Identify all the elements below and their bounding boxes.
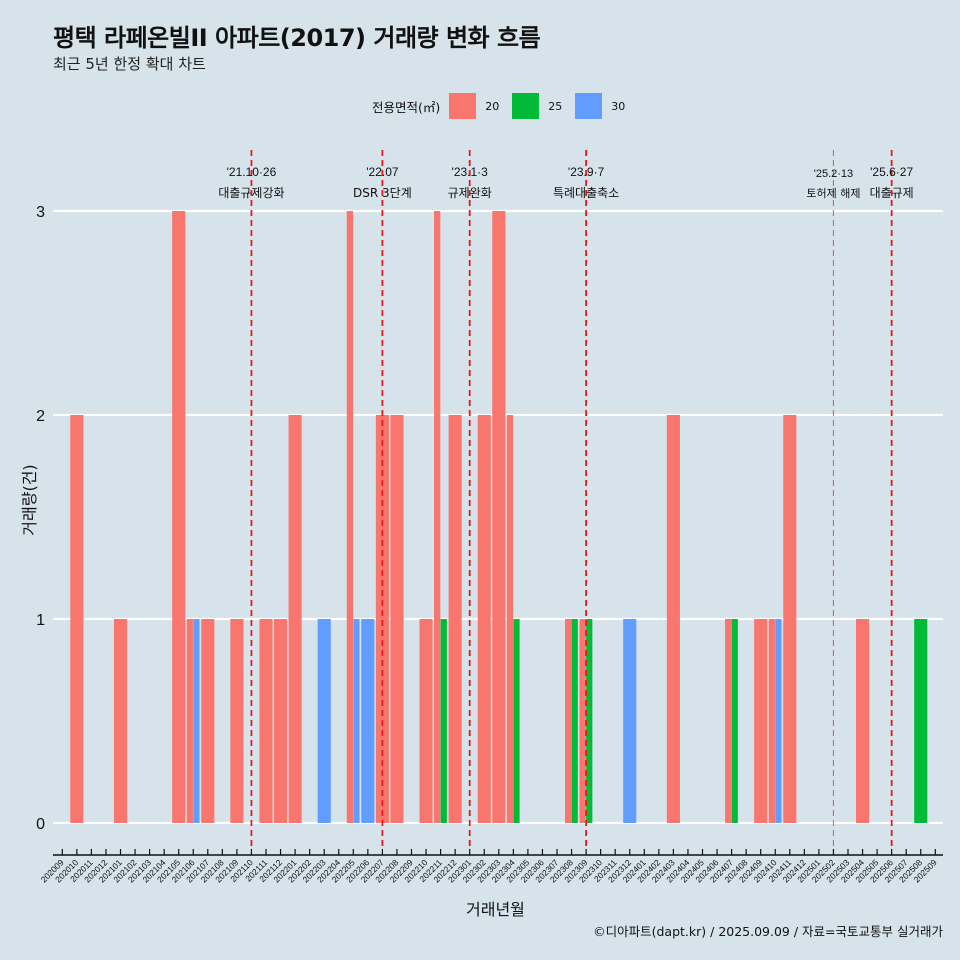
event-date: '21.10·26 [227,165,277,179]
bar-202504-20 [856,619,870,823]
bar-202105-20 [172,211,186,823]
bar-202302-20 [477,415,491,823]
bar-202407-20 [725,619,732,823]
bar-202309-20 [579,619,586,823]
chart-caption: ©디아파트(dapt.kr) / 2025.09.09 / 자료=국토교통부 실… [593,924,943,939]
event-label: DSR 3단계 [353,186,412,200]
bar-202106-30 [193,619,200,823]
bar-202409-20 [754,619,768,823]
event-label: 대출규제강화 [218,186,284,200]
bar-202208-20 [390,415,404,823]
event-date: '23.1·3 [452,165,489,179]
y-axis-title: 거래량(건) [20,464,39,536]
bar-202211-20 [434,211,441,823]
y-tick-label: 0 [36,816,45,833]
chart-subtitle: 최근 5년 한정 확대 차트 [53,55,206,73]
bar-202304-25 [513,619,520,823]
legend-key-30 [575,93,603,119]
bar-202212-20 [448,415,462,823]
bar-202304-20 [506,415,514,823]
y-tick-label: 1 [36,612,45,629]
bar-202207-20 [375,415,389,823]
legend-label-30: 30 [611,99,626,113]
bar-202205-30 [353,619,360,823]
legend-label-25: 25 [548,99,563,113]
bar-202101-20 [113,619,128,823]
event-date: '25.6·27 [870,165,913,179]
legend: 전용면적(㎡) 20 25 30 [372,92,638,120]
x-axis-title: 거래년월 [466,900,525,919]
bar-202411-20 [783,415,797,823]
bar-202106-20 [186,619,193,823]
bar-202111-20 [259,619,273,823]
legend-key-20 [449,93,477,119]
bar-202203-30 [317,619,331,823]
event-date: '22.07 [366,165,399,179]
bar-202010-20 [70,415,84,823]
y-axis-tick-labels: 0 1 2 3 [36,204,45,833]
bar-202210-20 [419,619,433,823]
event-label: 토허제 해제 [806,186,860,200]
event-label: 규제완화 [448,186,492,200]
event-lines: '21.10·26 대출규제강화 '22.07 DSR 3단계 '23.1·3 규제완화 '… [218,150,914,846]
bar-202201-20 [288,415,302,823]
bar-202403-20 [666,415,680,823]
bar-202309-25 [586,619,593,823]
bar-202303-20 [492,211,506,823]
event-date: '23.9·7 [568,165,605,179]
bar-202109-20 [230,619,244,823]
bar-202410-20 [768,619,775,823]
bar-202112-20 [274,619,288,823]
bar-202308-25 [571,619,578,823]
event-date: '25.2·13 [814,168,853,180]
chart-title: 평택 라페온빌II 아파트(2017) 거래량 변화 흐름 [53,24,541,52]
x-axis: 2020092020102020112020122021012021022021… [39,849,943,884]
bar-202308-20 [565,619,572,823]
legend-key-25 [512,93,540,119]
bar-202107-20 [201,619,215,823]
y-tick-label: 3 [36,204,45,221]
bar-202206-30 [361,619,375,823]
legend-title: 전용면적(㎡) [372,99,441,115]
bars [70,211,928,823]
bar-202508-25 [914,619,928,823]
y-tick-label: 2 [36,408,45,425]
bar-202407-25 [731,619,738,823]
bar-202312-30 [623,619,637,823]
bar-202211-25 [440,619,447,823]
bar-202205-20 [346,211,353,823]
bar-202410-30 [775,619,782,823]
legend-label-20: 20 [485,99,500,113]
event-label: 특례대출축소 [553,186,619,200]
event-label: 대출규제 [870,186,914,200]
